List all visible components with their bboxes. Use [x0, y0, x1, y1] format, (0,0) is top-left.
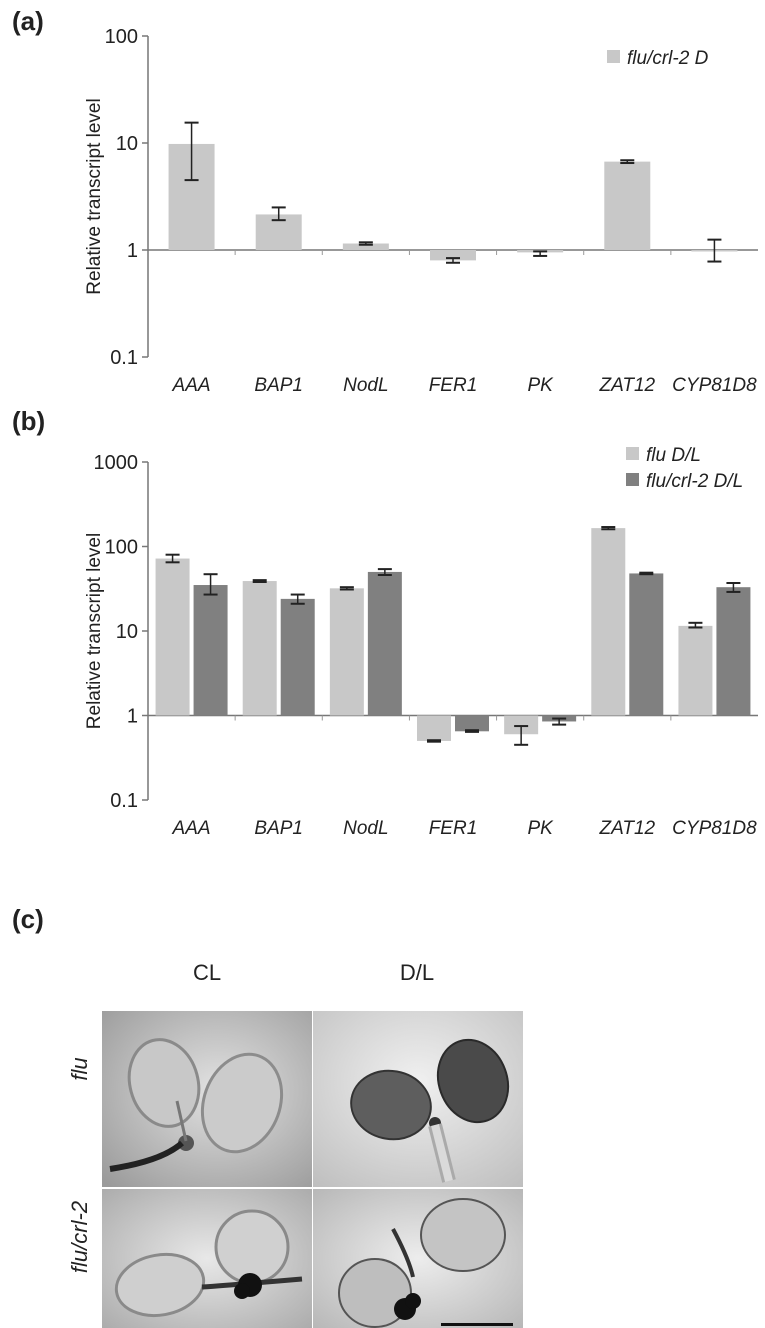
seedling-photo-flu-dl — [313, 1011, 523, 1187]
y-tick-label: 0.1 — [110, 790, 138, 812]
seedling-photo-flu-crl2-cl — [102, 1189, 312, 1328]
bar-FER1-0 — [430, 250, 476, 261]
bar-FER1-1 — [455, 715, 489, 732]
y-tick-label: 10 — [116, 621, 138, 643]
bar-AAA-1 — [193, 585, 228, 716]
bar-ZAT12-0 — [591, 528, 626, 716]
legend-label: flu/crl-2 D/L — [646, 471, 743, 492]
legend-swatch — [607, 50, 620, 63]
x-tick-label: AAA — [172, 375, 211, 396]
x-tick-label: CYP81D8 — [672, 818, 757, 839]
x-tick-label: NodL — [343, 375, 388, 396]
bar-NodL-1 — [367, 571, 402, 716]
y-axis-title: Relative transcript level — [84, 533, 105, 729]
seedling-photo-flu-crl2-dl — [313, 1189, 523, 1328]
legend-swatch — [626, 447, 639, 460]
x-tick-label: PK — [527, 818, 554, 839]
y-tick-label: 100 — [105, 537, 138, 559]
bar-AAA-0 — [155, 558, 190, 716]
panel-a-label: (a) — [12, 6, 44, 36]
panel-b-label: (b) — [12, 406, 46, 436]
bar-PK-0 — [504, 715, 539, 735]
bar-FER1-0 — [417, 715, 451, 741]
legend-swatch — [626, 473, 639, 486]
x-tick-label: CYP81D8 — [672, 375, 757, 396]
legend-label: flu D/L — [646, 445, 701, 466]
bar-NodL-0 — [342, 243, 389, 250]
bar-ZAT12-1 — [629, 573, 664, 716]
panel-c-label: (c) — [12, 904, 44, 934]
bar-BAP1-0 — [242, 581, 277, 716]
photo-col-label-dl: D/L — [399, 960, 435, 985]
x-tick-label: BAP1 — [254, 818, 303, 839]
x-tick-label: ZAT12 — [598, 375, 655, 396]
seedling-photo-flu-cl — [102, 1011, 312, 1187]
chart-b: 0.1 1 10 100 1000 Relative transcript level AA… — [84, 445, 758, 839]
x-tick-label: BAP1 — [254, 375, 303, 396]
photo-row-label-flu-crl2: flu/crl-2 — [67, 1200, 92, 1274]
bar-CYP81D8-1 — [716, 587, 751, 716]
y-tick-label: 1 — [127, 706, 138, 728]
bar-BAP1-1 — [280, 598, 315, 716]
bar-CYP81D8-0 — [678, 625, 713, 716]
y-tick-label: 10 — [116, 133, 138, 155]
bar-NodL-0 — [329, 588, 364, 716]
photo-col-label-cl: CL — [192, 960, 222, 985]
x-tick-label: AAA — [172, 818, 211, 839]
y-tick-label: 100 — [105, 26, 138, 48]
y-tick-label: 0.1 — [110, 347, 138, 369]
x-tick-label: ZAT12 — [598, 818, 655, 839]
y-tick-label: 1 — [127, 240, 138, 262]
x-tick-label: NodL — [343, 818, 388, 839]
bar-ZAT12-0 — [604, 161, 651, 250]
x-tick-label: FER1 — [429, 375, 478, 396]
y-axis-title: Relative transcript level — [84, 98, 105, 294]
photo-row-label-flu: flu — [67, 1057, 92, 1081]
x-tick-label: PK — [527, 375, 554, 396]
chart-a: 0.1 1 10 100 Relative transcript level AAA BAP… — [84, 26, 758, 396]
legend-label: flu/crl-2 D — [627, 48, 709, 69]
x-tick-label: FER1 — [429, 818, 478, 839]
y-tick-label: 1000 — [94, 452, 139, 474]
